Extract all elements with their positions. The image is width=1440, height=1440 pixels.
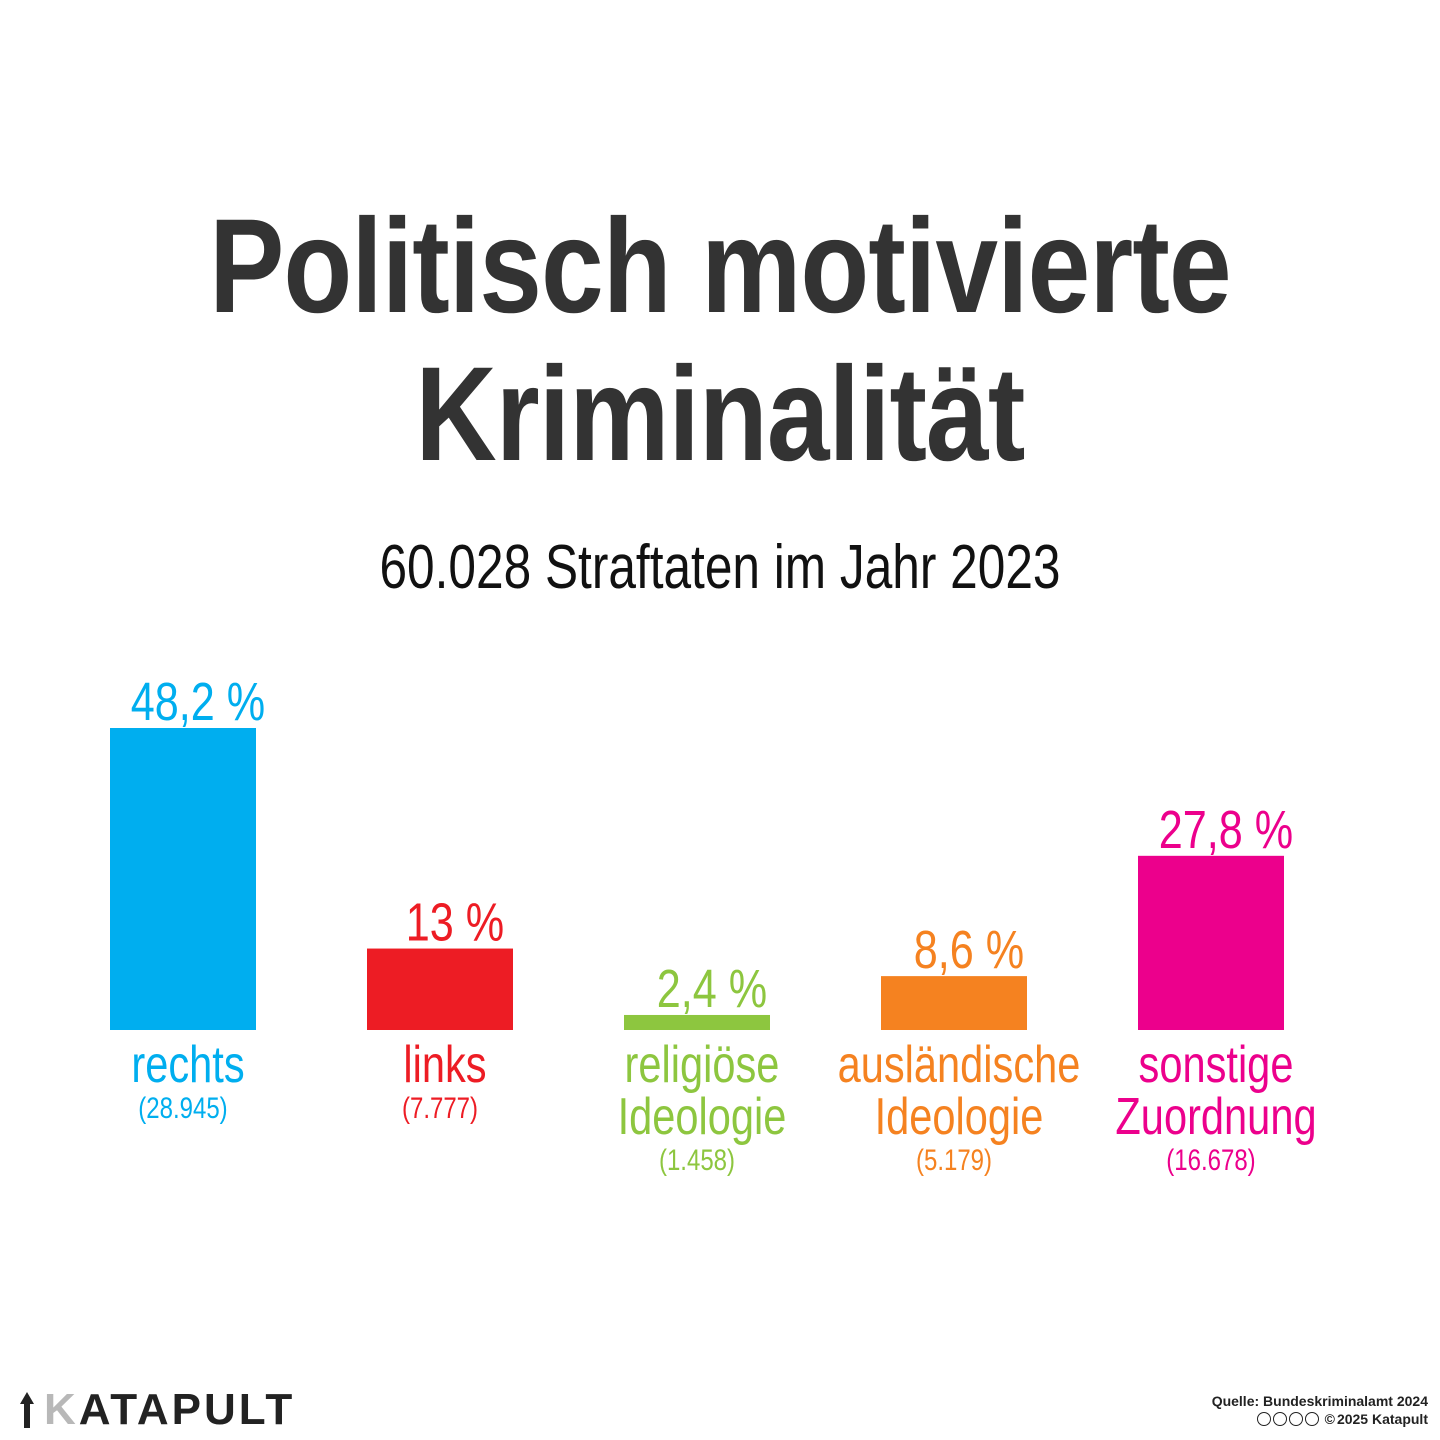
category-label-3-line-2: Ideologie (618, 1087, 787, 1146)
value-label-2: 13 % (406, 893, 504, 953)
logo-letters-rest: ATAPULT (78, 1385, 296, 1434)
count-label-1: (28.945) (138, 1090, 227, 1124)
count-label-5: (16.678) (1166, 1142, 1255, 1176)
value-label-3: 2,4 % (657, 959, 767, 1019)
cc-by-icon (1272, 1412, 1287, 1426)
chart-title-line-2: Kriminalität (415, 340, 1025, 489)
bar-5 (1138, 855, 1284, 1030)
source-block: Quelle: Bundeskriminalamt 2024 © 2025 Ka… (1212, 1392, 1428, 1428)
value-label-1: 48,2 % (131, 673, 265, 733)
creative-commons-icons (1256, 1412, 1319, 1426)
count-label-3: (1.458) (659, 1142, 735, 1176)
cc-nd-icon (1304, 1412, 1319, 1426)
bar-4 (881, 976, 1027, 1030)
license-row: © 2025 Katapult (1212, 1410, 1428, 1428)
logo-wordmark: KATAPULT (44, 1386, 295, 1434)
logo-letter-k: K (44, 1385, 79, 1434)
count-label-4: (5.179) (916, 1142, 992, 1176)
category-label-5-line-1: sonstige (1139, 1035, 1294, 1094)
count-label-2: (7.777) (402, 1090, 478, 1124)
bar-2 (367, 948, 513, 1030)
category-label-4-line-2: Ideologie (875, 1087, 1044, 1146)
cc-nc-icon (1288, 1412, 1303, 1426)
katapult-logo: KATAPULT (16, 1386, 295, 1434)
chart-subtitle: 60.028 Straftaten im Jahr 2023 (379, 533, 1061, 602)
license-text: 2025 Katapult (1336, 1411, 1428, 1427)
category-label-4-line-1: ausländische (838, 1035, 1081, 1094)
bar-3 (624, 1014, 770, 1030)
category-label-5-line-2: Zuordnung (1115, 1087, 1316, 1146)
value-label-4: 8,6 % (914, 921, 1024, 981)
copyright-icon: © (1324, 1411, 1335, 1427)
catapult-icon (20, 1392, 34, 1428)
category-label-1-line-1: rechts (131, 1035, 244, 1094)
value-label-5: 27,8 % (1159, 800, 1293, 860)
cc-icon (1256, 1412, 1271, 1426)
source-text: Quelle: Bundeskriminalamt 2024 (1211, 1393, 1428, 1409)
chart-title-line-1: Politisch motivierte (209, 192, 1231, 341)
category-label-2-line-1: links (403, 1035, 486, 1094)
bar-1 (110, 728, 256, 1030)
category-label-3-line-1: religiöse (625, 1035, 780, 1094)
